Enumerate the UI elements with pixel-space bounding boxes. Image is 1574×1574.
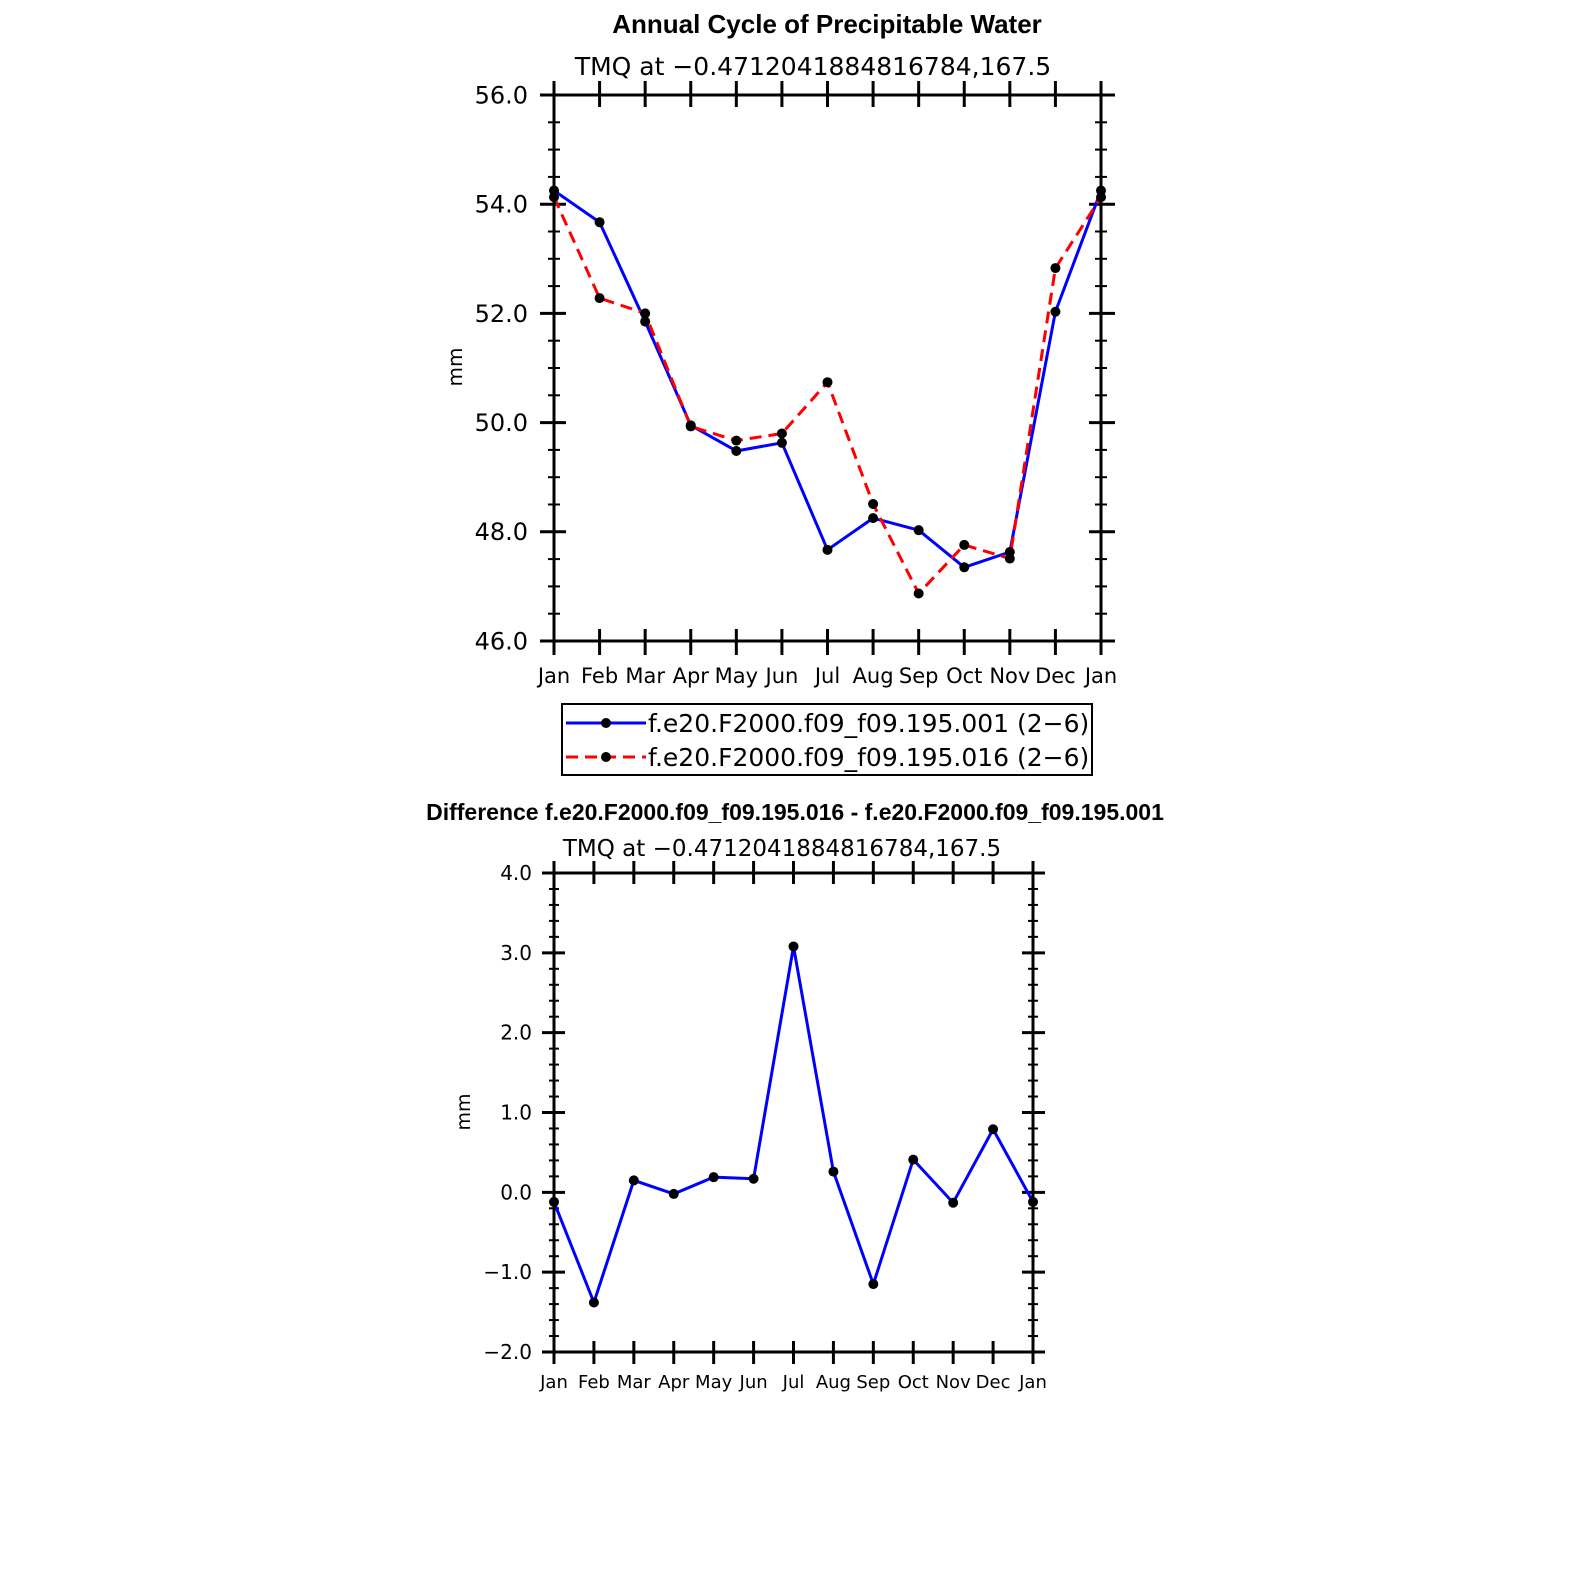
x-tick-label: Jan <box>536 664 570 688</box>
data-point-series-1 <box>788 941 799 952</box>
y-tick-label: 2.0 <box>500 1021 532 1045</box>
data-point-series-2 <box>685 421 696 432</box>
y-tick-label: 48.0 <box>475 518 528 546</box>
data-point-series-2 <box>959 539 970 550</box>
y-tick-label: 0.0 <box>500 1180 532 1204</box>
x-tick-label: Sep <box>899 664 939 688</box>
data-point-series-1 <box>959 562 970 573</box>
data-point-series-1 <box>668 1188 679 1199</box>
data-point-series-1 <box>828 1166 839 1177</box>
data-point-series-2 <box>822 377 833 388</box>
series-layer <box>549 185 1106 599</box>
legend-marker-series-1 <box>601 718 611 728</box>
x-tick-label: Jul <box>782 1372 805 1393</box>
chart-title: Difference f.e20.F2000.f09_f09.195.016 -… <box>426 799 1164 825</box>
y-tick-label: 56.0 <box>475 81 528 109</box>
x-tick-label: Oct <box>898 1372 929 1393</box>
difference-chart: Difference f.e20.F2000.f09_f09.195.016 -… <box>426 799 1164 1393</box>
data-point-series-2 <box>868 498 879 509</box>
series-line-2 <box>552 196 1103 595</box>
data-point-series-1 <box>640 316 651 327</box>
data-point-series-2 <box>594 293 605 304</box>
y-tick-label: 54.0 <box>475 191 528 219</box>
annual-cycle-chart: Annual Cycle of Precipitable Water TMQ a… <box>443 9 1117 776</box>
x-tick-label: Jan <box>539 1372 568 1393</box>
x-tick-label: Jun <box>739 1372 768 1393</box>
x-tick-label: Jan <box>1083 664 1117 688</box>
data-point-series-1 <box>748 1173 759 1184</box>
chart-title: Annual Cycle of Precipitable Water <box>612 9 1042 39</box>
data-point-series-1 <box>868 513 879 524</box>
y-tick-label: −2.0 <box>483 1340 532 1364</box>
data-point-series-2 <box>913 588 924 599</box>
x-tick-labels: Jan Feb Mar Apr May Jun Jul Aug Sep Oct Nov Dec Jan <box>536 664 1117 688</box>
x-tick-label: Aug <box>816 1372 851 1393</box>
y-tick-label: 46.0 <box>475 627 528 655</box>
data-point-series-1 <box>594 217 605 228</box>
x-tick-label: May <box>715 664 758 688</box>
x-tick-label: Feb <box>581 664 618 688</box>
data-point-series-2 <box>776 428 787 439</box>
legend-box <box>561 703 1093 776</box>
plot-frame <box>552 871 1035 1354</box>
x-tick-label: Nov <box>936 1372 971 1393</box>
x-tick-label: May <box>695 1372 733 1393</box>
legend-label-series-2: f.e20.F2000.f09_f09.195.016 (2−6) <box>648 743 1089 772</box>
data-point-series-1 <box>1050 306 1061 317</box>
data-point-series-2 <box>1050 263 1061 274</box>
y-tick-labels: 46.0 48.0 50.0 52.0 54.0 56.0 <box>475 81 528 655</box>
x-tick-label: Aug <box>853 664 894 688</box>
plot-frame <box>552 93 1103 643</box>
data-point-series-1 <box>822 544 833 555</box>
tick-marks <box>542 861 1045 1364</box>
data-point-series-1 <box>588 1297 599 1308</box>
data-point-series-2 <box>1004 553 1015 564</box>
chart-subtitle: TMQ at −0.4712041884816784,167.5 <box>562 836 1001 862</box>
x-tick-label: Nov <box>989 664 1030 688</box>
chart-subtitle: TMQ at −0.4712041884816784,167.5 <box>574 52 1051 81</box>
x-tick-label: Dec <box>976 1372 1011 1393</box>
y-axis-label: mm <box>453 1093 475 1130</box>
x-tick-label: Mar <box>625 664 665 688</box>
y-tick-label: 4.0 <box>500 861 532 885</box>
data-point-series-1 <box>948 1197 959 1208</box>
legend-label-series-1: f.e20.F2000.f09_f09.195.001 (2−6) <box>648 709 1089 738</box>
tick-marks <box>540 81 1115 655</box>
x-tick-label: Oct <box>946 664 982 688</box>
data-point-series-1 <box>988 1124 999 1135</box>
data-point-series-1 <box>731 445 742 456</box>
x-tick-label: Mar <box>617 1372 652 1393</box>
y-tick-label: 1.0 <box>500 1101 532 1125</box>
x-tick-label: Feb <box>578 1372 610 1393</box>
data-point-series-1 <box>628 1175 639 1186</box>
x-tick-label: Jul <box>813 664 840 688</box>
series-line-1 <box>552 944 1035 1305</box>
x-tick-label: Jun <box>764 664 799 688</box>
y-axis-label: mm <box>443 348 467 387</box>
series-layer <box>549 941 1038 1308</box>
x-tick-label: Apr <box>673 664 710 688</box>
data-point-series-1 <box>868 1279 879 1290</box>
data-point-series-2 <box>640 308 651 319</box>
y-tick-label: −1.0 <box>483 1260 532 1284</box>
y-tick-label: 3.0 <box>500 941 532 965</box>
y-tick-label: 52.0 <box>475 300 528 328</box>
legend: f.e20.F2000.f09_f09.195.001 (2−6) f.e20.… <box>561 703 1093 776</box>
data-point-series-1 <box>708 1172 719 1183</box>
x-tick-labels: Jan Feb Mar Apr May Jun Jul Aug Sep Oct Nov Dec Jan <box>539 1372 1047 1393</box>
legend-marker-series-2 <box>601 752 611 762</box>
data-point-series-1 <box>776 437 787 448</box>
x-tick-label: Sep <box>856 1372 890 1393</box>
y-tick-labels: −2.0 −1.0 0.0 1.0 2.0 3.0 4.0 <box>483 861 532 1364</box>
data-point-series-1 <box>908 1154 919 1165</box>
data-point-series-2 <box>731 435 742 446</box>
x-tick-label: Apr <box>658 1372 690 1393</box>
x-tick-label: Jan <box>1018 1372 1047 1393</box>
x-tick-label: Dec <box>1035 664 1076 688</box>
y-tick-label: 50.0 <box>475 409 528 437</box>
data-point-series-1 <box>913 525 924 536</box>
